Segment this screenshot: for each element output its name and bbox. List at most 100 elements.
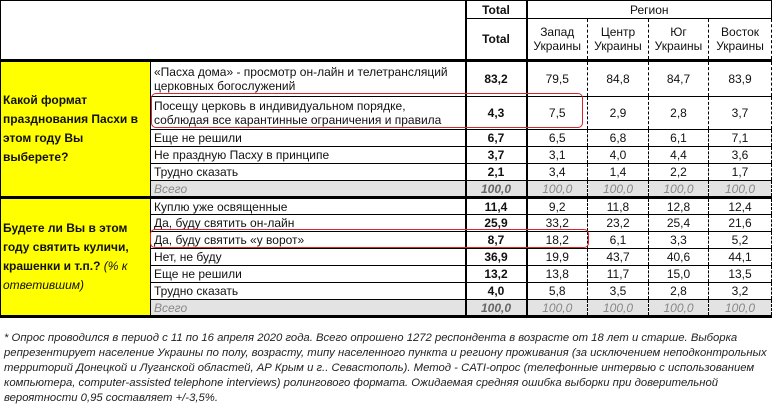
answer-label: Еще не решили <box>150 265 466 283</box>
region-value: 6,1 <box>648 129 709 147</box>
total-value: 36,9 <box>464 248 528 266</box>
answer-label: Куплю уже освященные <box>150 197 466 215</box>
question-text: Будете ли Вы в этом году святить куличи,… <box>3 221 129 273</box>
region-value: 19,9 <box>526 248 588 266</box>
region-value: 83,9 <box>707 60 772 97</box>
question-cell: Какой формат празднования Пасхи в этом г… <box>0 60 151 199</box>
region-value: 2,8 <box>648 282 709 300</box>
footnote: * Опрос проводился в период с 11 по 16 а… <box>4 332 767 404</box>
answer-label: Посещу церковь в индивидуальном порядке,… <box>150 96 466 130</box>
region-value: 33,2 <box>526 214 588 232</box>
answer-label: Еще не решили <box>150 129 466 147</box>
answer-label: Не праздную Пасху в принципе <box>150 146 466 164</box>
region-value: 3,4 <box>526 163 588 181</box>
region-value: 3,7 <box>707 96 772 130</box>
region-value: 13,8 <box>526 265 588 283</box>
question-cell: Будете ли Вы в этом году святить куличи,… <box>0 197 151 318</box>
region-value: 100,0 <box>648 299 709 318</box>
table-row: Всего 100,0 100,0 100,0 100,0 100,0 <box>1 299 772 318</box>
total-value: 3,7 <box>464 146 528 164</box>
table-row: Всего 100,0 100,0 100,0 100,0 100,0 <box>1 180 772 199</box>
region-value: 7,1 <box>707 129 772 147</box>
region-value: 84,8 <box>587 60 649 97</box>
answer-label: Нет, не буду <box>150 248 466 266</box>
region-value: 40,6 <box>648 248 709 266</box>
region-value: 6,1 <box>587 231 649 249</box>
total-value: 83,2 <box>464 60 528 97</box>
region-value: 7,5 <box>526 96 588 130</box>
region-value: 4,0 <box>587 146 649 164</box>
region-header: Регион <box>525 0 772 19</box>
region-value: 5,2 <box>707 231 772 249</box>
region-east-header: Восток Украины <box>707 18 772 62</box>
total-value: 4,0 <box>464 282 528 300</box>
total-value: 25,9 <box>464 214 528 232</box>
total-value: 100,0 <box>464 299 528 318</box>
region-value: 100,0 <box>648 180 709 199</box>
region-value: 100,0 <box>707 299 772 318</box>
region-value: 3,6 <box>707 146 772 164</box>
table-row: Трудно сказать 2,1 3,4 1,4 2,2 1,7 <box>1 163 772 181</box>
answer-label: Всего <box>150 299 466 318</box>
region-value: 12,8 <box>648 197 709 215</box>
region-value: 3,1 <box>526 146 588 164</box>
region-value: 44,1 <box>707 248 772 266</box>
total-value: 2,1 <box>464 163 528 181</box>
region-value: 100,0 <box>526 299 588 318</box>
corner-cell <box>0 0 466 62</box>
region-value: 43,7 <box>587 248 649 266</box>
region-value: 1,7 <box>707 163 772 181</box>
table-row: Нет, не буду 36,9 19,9 43,7 40,6 44,1 <box>1 248 772 266</box>
total-value: 6,7 <box>464 129 528 147</box>
table-row: Еще не решили 13,2 13,8 11,7 15,0 13,5 <box>1 265 772 283</box>
region-value: 6,5 <box>526 129 588 147</box>
region-value: 79,5 <box>526 60 588 97</box>
region-value: 84,7 <box>648 60 709 97</box>
region-value: 3,2 <box>707 282 772 300</box>
region-value: 23,2 <box>587 214 649 232</box>
answer-label: Трудно сказать <box>150 282 466 300</box>
region-value: 13,5 <box>707 265 772 283</box>
question-note: (% к ответившим) <box>3 259 128 292</box>
region-value: 100,0 <box>587 180 649 199</box>
table-row: Еще не решили 6,7 6,5 6,8 6,1 7,1 <box>1 129 772 147</box>
table-row: Какой формат празднования Пасхи в этом г… <box>0 60 772 199</box>
table-row: Посещу церковь в индивидуальном порядке,… <box>1 96 772 130</box>
total-header: Total <box>464 18 528 62</box>
total-value: 100,0 <box>464 180 528 199</box>
table-row: Да, буду святить «у ворот» 8,7 18,2 6,1 3,3 5… <box>1 231 772 249</box>
region-value: 1,4 <box>587 163 649 181</box>
region-value: 100,0 <box>526 180 588 199</box>
region-value: 5,8 <box>526 282 588 300</box>
region-value: 3,3 <box>648 231 709 249</box>
region-value: 100,0 <box>587 299 649 318</box>
region-south-header: Юг Украины <box>648 18 709 62</box>
total-top-header: Total <box>464 0 528 19</box>
region-value: 100,0 <box>707 180 772 199</box>
region-value: 12,4 <box>707 197 772 215</box>
total-value: 4,3 <box>464 96 528 130</box>
question-text: Какой формат празднования Пасхи в этом г… <box>3 93 138 164</box>
table-row: Будете ли Вы в этом году святить куличи,… <box>0 197 772 318</box>
answer-label: «Пасха дома» - просмотр он-лайн и телетр… <box>150 60 466 97</box>
region-value: 2,9 <box>587 96 649 130</box>
region-value: 3,5 <box>587 282 649 300</box>
total-value: 11,4 <box>464 197 528 215</box>
total-value: 8,7 <box>464 231 528 249</box>
region-value: 11,8 <box>587 197 649 215</box>
region-value: 21,6 <box>707 214 772 232</box>
region-value: 2,2 <box>648 163 709 181</box>
table-row: Не праздную Пасху в принципе 3,7 3,1 4,0 4,4… <box>1 146 772 164</box>
answer-label: Да, буду святить «у ворот» <box>150 231 466 249</box>
region-value: 18,2 <box>526 231 588 249</box>
region-value: 25,4 <box>648 214 709 232</box>
survey-table: Total Регион Total Запад Украины Центр У… <box>0 0 772 318</box>
region-value: 9,2 <box>526 197 588 215</box>
total-value: 13,2 <box>464 265 528 283</box>
region-value: 11,7 <box>587 265 649 283</box>
answer-label: Да, буду святить он-лайн <box>150 214 466 232</box>
region-value: 15,0 <box>648 265 709 283</box>
answer-label: Всего <box>150 180 466 199</box>
region-center-header: Центр Украины <box>587 18 649 62</box>
region-value: 2,8 <box>648 96 709 130</box>
